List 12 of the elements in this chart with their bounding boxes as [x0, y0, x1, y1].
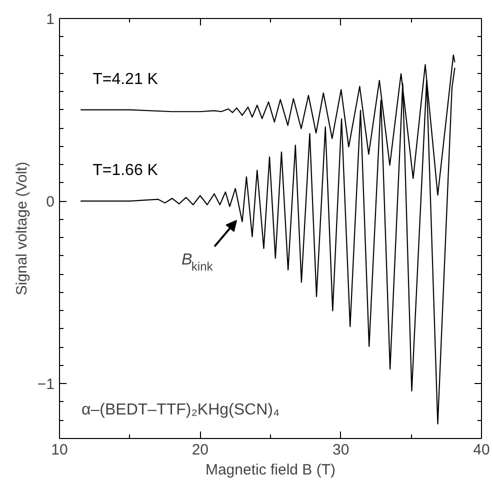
y-tick-label: 0 [46, 194, 54, 211]
y-tick-label: −1 [37, 376, 55, 394]
x-tick-label: 40 [473, 442, 490, 458]
x-tick-label: 30 [332, 442, 350, 458]
y-axis-title: Signal voltage (Volt) [13, 162, 30, 296]
x-tick-label: 20 [192, 442, 209, 458]
annotation: α–(BEDT–TTF)₂KHg(SCN)₄ [82, 402, 280, 418]
x-axis-title: Magnetic field B (T) [205, 462, 336, 478]
legend-label: T=4.21 K [92, 70, 158, 88]
y-tick-label: 1 [46, 11, 54, 28]
legend-label: T=1.66 K [92, 162, 158, 180]
x-tick-label: 10 [51, 442, 68, 458]
